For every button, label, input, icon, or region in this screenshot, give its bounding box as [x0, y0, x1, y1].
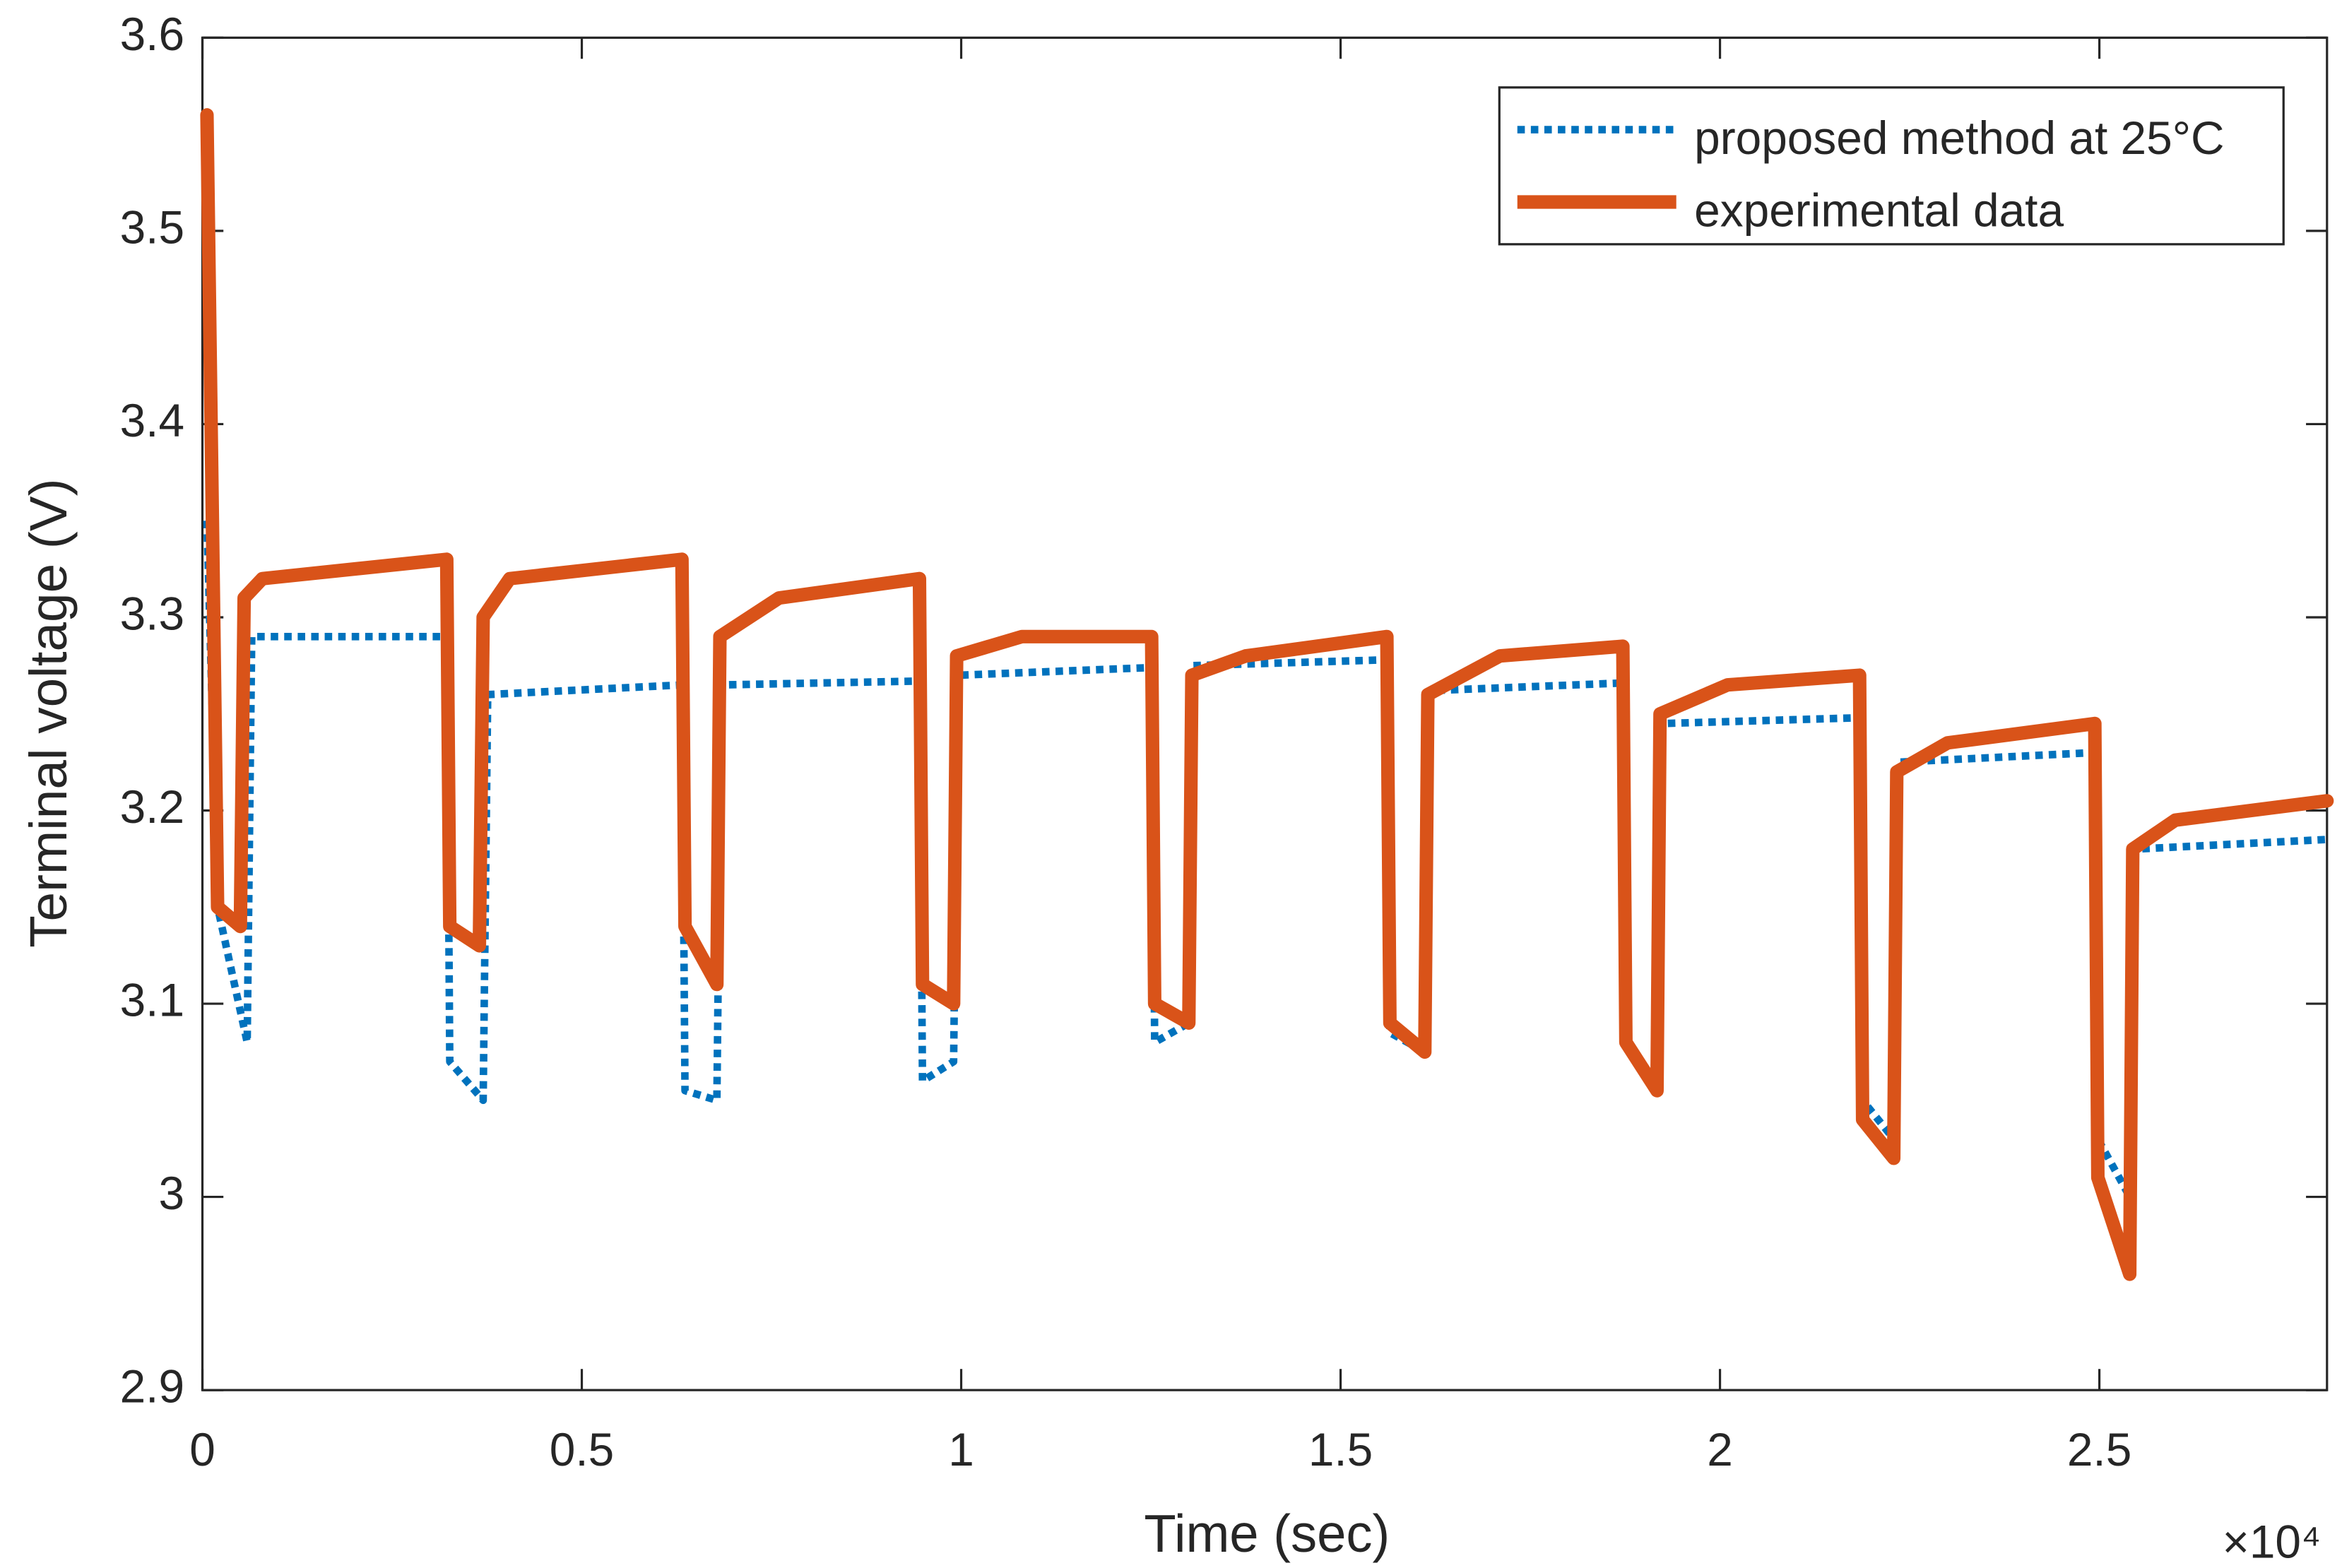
y-tick-label: 3.2: [120, 780, 184, 833]
legend-label: proposed method at 25°C: [1694, 112, 2224, 164]
x-tick-label: 1: [948, 1423, 974, 1475]
y-tick-label: 3: [158, 1167, 184, 1219]
y-tick-label: 3.4: [120, 394, 184, 446]
y-axis-label: Terminal voltage (V): [19, 479, 78, 948]
series-line: [200, 108, 2334, 1281]
x-tick-label: 0.5: [550, 1423, 614, 1475]
legend-label: experimental data: [1694, 184, 2064, 236]
x-tick-label: 1.5: [1308, 1423, 1373, 1475]
y-tick-label: 3.6: [120, 8, 184, 60]
legend-box: [1498, 86, 2285, 246]
x-tick-label: 2: [1707, 1423, 1733, 1475]
x-multiplier: ×10⁴: [2222, 1515, 2321, 1567]
x-axis-label: Time (sec): [1144, 1504, 1390, 1563]
x-tick-label: 2.5: [2067, 1423, 2131, 1475]
y-tick-label: 3.5: [120, 201, 184, 253]
x-tick-label: 0: [189, 1423, 215, 1475]
plot-area: [201, 36, 2329, 1391]
y-tick-label: 3.3: [120, 587, 184, 639]
y-tick-label: 2.9: [120, 1360, 184, 1412]
y-tick-label: 3.1: [120, 973, 184, 1026]
